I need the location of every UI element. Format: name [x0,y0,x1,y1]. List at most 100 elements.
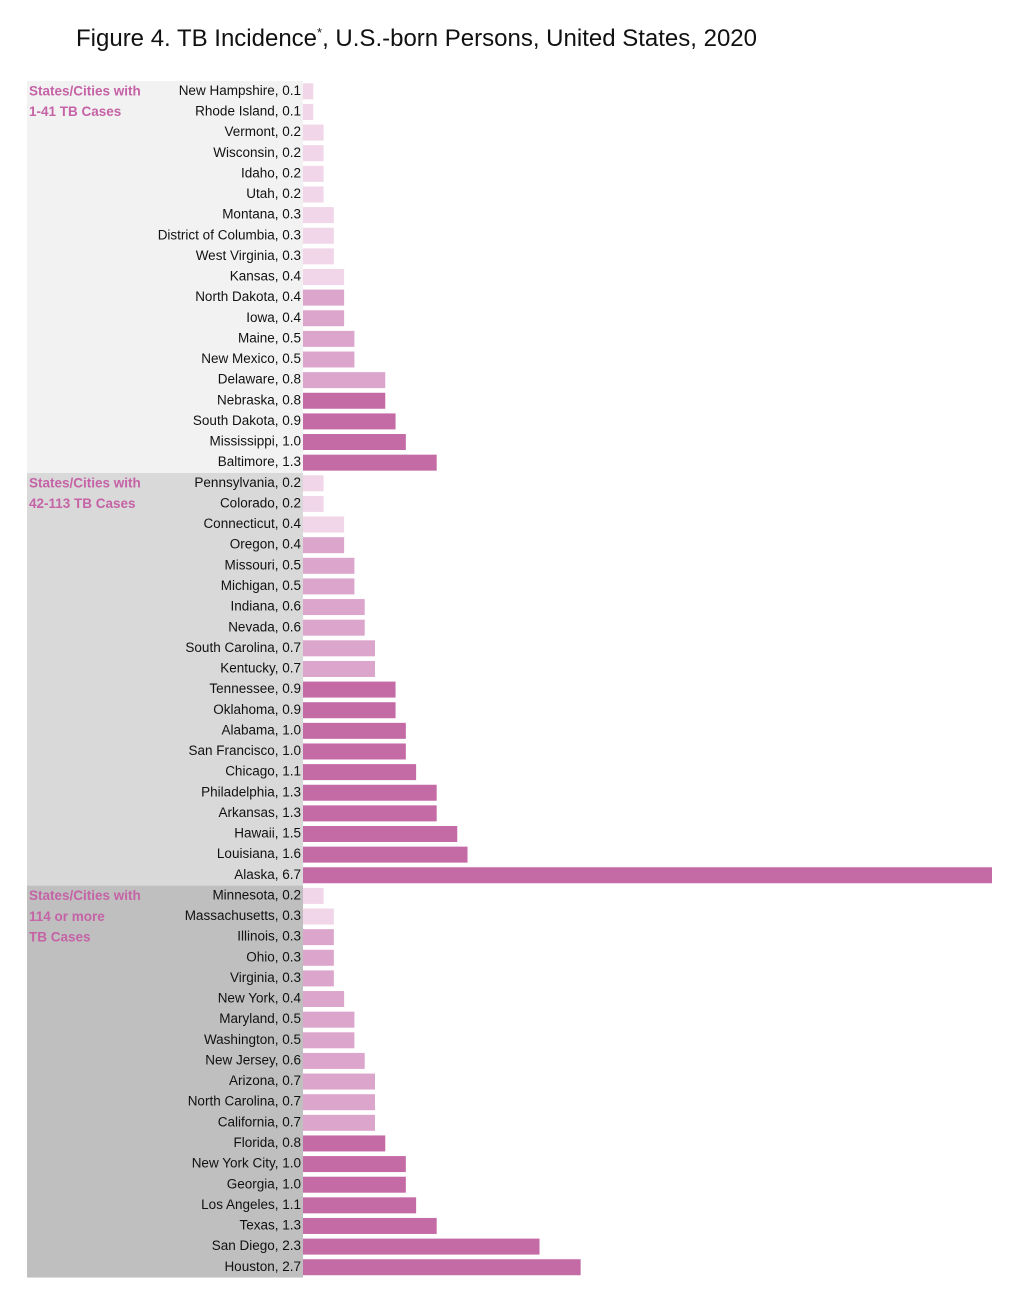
bar [303,310,345,327]
bar [303,1135,386,1152]
category-label: Washington, 0.5 [204,1032,301,1047]
group-label: 1-41 TB Cases [29,104,121,119]
category-label: Indiana, 0.6 [230,599,301,614]
group-background [27,885,303,1278]
category-label: Baltimore, 1.3 [218,454,301,469]
group-background [27,81,303,473]
bar [303,949,334,966]
category-label: Texas, 1.3 [239,1218,301,1233]
category-label: Pennsylvania, 0.2 [194,475,301,490]
category-label: Massachusetts, 0.3 [185,908,301,923]
bar [303,516,345,533]
bar [303,722,406,739]
category-label: Rhode Island, 0.1 [195,104,301,119]
bar [303,495,324,512]
category-label: Michigan, 0.5 [221,578,301,593]
category-label: Oregon, 0.4 [230,537,302,552]
category-label: Wisconsin, 0.2 [213,145,301,160]
category-label: Maine, 0.5 [238,330,301,345]
bar [303,83,314,100]
category-label: Missouri, 0.5 [224,557,301,572]
bar [303,681,396,698]
category-label: New York City, 1.0 [192,1156,301,1171]
bar [303,991,345,1008]
category-label: Los Angeles, 1.1 [201,1197,301,1212]
bar [303,929,334,946]
category-label: New York, 0.4 [218,991,302,1006]
category-label: Minnesota, 0.2 [212,887,301,902]
bar [303,207,334,224]
bar [303,165,324,182]
category-label: Hawaii, 1.5 [234,826,301,841]
category-label: Chicago, 1.1 [225,764,301,779]
bar [303,248,334,265]
bar [303,434,406,451]
bar [303,186,324,203]
bar [303,640,375,657]
category-label: Louisiana, 1.6 [217,846,301,861]
bar [303,908,334,925]
bar [303,1197,417,1214]
bar [303,660,375,677]
bar [303,846,468,863]
bar [303,351,355,368]
category-label: Arkansas, 1.3 [218,805,301,820]
category-label: Virginia, 0.3 [230,970,301,985]
bar [303,557,355,574]
bar [303,867,992,884]
category-label: Connecticut, 0.4 [203,516,301,531]
category-label: South Carolina, 0.7 [185,640,301,655]
bar [303,743,406,760]
group-label: 42-113 TB Cases [29,496,136,511]
category-label: Houston, 2.7 [224,1259,301,1274]
bar [303,970,334,987]
bar [303,268,345,285]
bar [303,413,396,430]
title-text: Figure 4. TB Incidence [76,25,317,52]
bar [303,599,365,616]
bar [303,1011,355,1028]
title-footnote-mark: * [317,25,322,40]
category-label: Philadelphia, 1.3 [201,784,301,799]
bar [303,537,345,554]
category-label: North Carolina, 0.7 [188,1094,301,1109]
category-label: California, 0.7 [218,1114,301,1129]
category-label: Montana, 0.3 [222,207,301,222]
category-label: Georgia, 1.0 [227,1176,301,1191]
chart-title: Figure 4. TB Incidence*, U.S.-born Perso… [76,25,757,52]
category-label: Ohio, 0.3 [246,949,301,964]
category-label: San Francisco, 1.0 [188,743,301,758]
bar [303,392,386,409]
title-text: , U.S.-born Persons, United States, 2020 [322,25,757,52]
category-label: Kentucky, 0.7 [220,661,301,676]
bar [303,289,345,306]
bar [303,825,458,842]
bar [303,578,355,595]
category-label: Idaho, 0.2 [241,165,301,180]
group-label: States/Cities with [29,84,141,99]
bar [303,1073,375,1090]
bar [303,1052,365,1069]
group-label: States/Cities with [29,476,141,491]
category-label: Vermont, 0.2 [224,124,301,139]
category-label: Alaska, 6.7 [234,867,301,882]
category-label: Iowa, 0.4 [246,310,301,325]
bar [303,1114,375,1131]
bar [303,1156,406,1173]
bar [303,887,324,904]
category-label: Mississippi, 1.0 [209,434,301,449]
category-label: New Hampshire, 0.1 [179,83,301,98]
category-label: Tennessee, 0.9 [209,681,301,696]
category-label: New Mexico, 0.5 [201,351,301,366]
category-label: North Dakota, 0.4 [195,289,301,304]
bar [303,1259,581,1276]
category-label: Arizona, 0.7 [229,1073,301,1088]
group-label: 114 or more [29,909,105,924]
bar [303,784,437,801]
bar [303,1094,375,1111]
group-label: TB Cases [29,929,91,944]
bar [303,475,324,492]
category-label: Maryland, 0.5 [219,1011,301,1026]
category-label: New Jersey, 0.6 [205,1052,301,1067]
